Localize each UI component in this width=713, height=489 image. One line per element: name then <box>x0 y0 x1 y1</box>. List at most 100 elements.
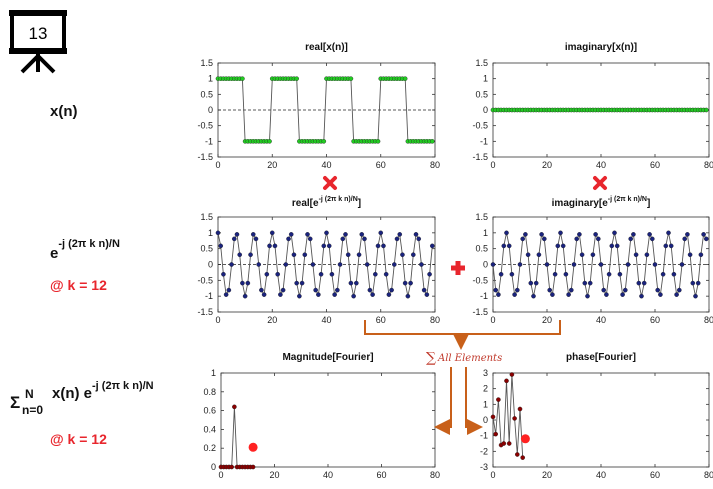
data-point <box>256 262 261 267</box>
y-tick-label: 0.5 <box>200 244 213 254</box>
data-point <box>525 252 531 258</box>
data-point <box>364 262 370 267</box>
data-point <box>658 292 663 297</box>
x-tick-label: 60 <box>650 160 660 170</box>
to-phase-arrow <box>465 367 483 435</box>
data-point <box>563 271 569 277</box>
data-point <box>321 139 327 144</box>
data-point <box>620 292 625 297</box>
data-point <box>695 280 701 286</box>
data-point <box>496 397 501 402</box>
data-point <box>381 243 386 249</box>
data-point <box>582 280 588 286</box>
data-point <box>614 243 620 249</box>
data-point <box>679 262 685 267</box>
data-point <box>523 232 528 237</box>
x-tick-label: 40 <box>323 470 333 480</box>
data-point <box>655 287 661 293</box>
y-tick-label: 0 <box>483 415 488 425</box>
data-point <box>402 280 408 286</box>
plus-icon <box>451 261 465 275</box>
data-point <box>623 287 628 293</box>
data-point <box>585 293 590 299</box>
data-point <box>215 230 221 236</box>
data-point <box>329 271 335 277</box>
y-tick-label: 1 <box>208 74 213 84</box>
data-point <box>370 292 375 297</box>
data-point <box>547 287 553 293</box>
data-point <box>416 236 422 242</box>
y-tick-label: -1 <box>480 291 488 301</box>
y-tick-label: 0 <box>208 260 213 270</box>
data-point <box>335 287 340 293</box>
data-point <box>429 139 435 144</box>
y-tick-label: 0 <box>483 260 488 270</box>
data-point <box>294 76 299 81</box>
data-point <box>386 292 392 297</box>
data-point <box>677 287 682 293</box>
data-point <box>332 292 337 297</box>
x-tick-label: 0 <box>215 315 220 325</box>
chart-real-x: real[x(n)]1.510.50-0.5-1-1.50 20 40 60 80 <box>197 42 440 170</box>
data-point <box>601 287 607 293</box>
highlight-point <box>520 434 530 444</box>
data-point <box>223 292 229 297</box>
data-point <box>429 243 435 249</box>
y-tick-label: 0.8 <box>203 387 216 397</box>
x-tick-label: 80 <box>430 315 440 325</box>
data-point <box>501 243 507 249</box>
k-value-label-1: @ k = 12 <box>50 277 107 293</box>
sum-lower-limit: n=0 <box>22 403 43 417</box>
data-point <box>587 280 593 286</box>
x-tick-label: 20 <box>542 315 552 325</box>
data-point <box>367 287 373 293</box>
sum-bracket-arrow <box>364 320 561 350</box>
data-point <box>506 243 512 249</box>
data-point <box>590 252 596 258</box>
data-point <box>704 236 709 242</box>
data-point <box>299 280 305 286</box>
data-point <box>226 287 232 293</box>
data-point <box>229 262 234 267</box>
data-point <box>348 280 354 286</box>
data-point <box>631 232 636 237</box>
y-tick-label: 0.5 <box>200 89 213 99</box>
data-point <box>598 262 604 267</box>
data-point <box>269 230 275 236</box>
data-point <box>515 452 520 457</box>
data-point <box>504 378 509 384</box>
chart-title: imaginary[e-j (2π k n)/N] <box>552 196 651 209</box>
y-tick-label: 1 <box>483 74 488 84</box>
x-tick-label: 60 <box>376 315 386 325</box>
slide-number: 13 <box>29 24 48 43</box>
x-tick-label: 0 <box>490 160 495 170</box>
data-point <box>701 232 706 237</box>
data-point <box>512 416 517 421</box>
all-elements-text: All Elements <box>437 353 502 364</box>
sum-upper-limit: N <box>25 387 34 401</box>
chart-imag-kernel: imaginary[e-j (2π k n)/N] 1.5 1 0.5 0 -0.5 -1 -… <box>472 196 713 325</box>
data-point <box>378 230 384 236</box>
x-tick-label: 80 <box>704 160 713 170</box>
data-point <box>496 292 501 297</box>
data-point <box>552 271 558 277</box>
x-tick-label: 80 <box>704 470 713 480</box>
data-point <box>693 293 698 299</box>
data-point <box>663 243 669 249</box>
multiply-icon <box>323 176 337 190</box>
data-point <box>571 262 577 267</box>
data-point <box>316 292 321 297</box>
data-point <box>302 252 308 258</box>
chart-imag-x: imaginary[x(n)]1.510.50-0.5-1-1.50 20 40 60… <box>472 42 713 170</box>
data-point <box>337 262 343 267</box>
data-point <box>424 292 430 297</box>
data-point <box>504 230 509 236</box>
data-point <box>248 252 253 258</box>
data-point <box>609 243 615 249</box>
data-point <box>264 271 270 277</box>
highlight-point <box>248 442 258 452</box>
data-point <box>555 243 561 249</box>
data-point <box>234 232 240 237</box>
plot-frame <box>492 372 710 468</box>
